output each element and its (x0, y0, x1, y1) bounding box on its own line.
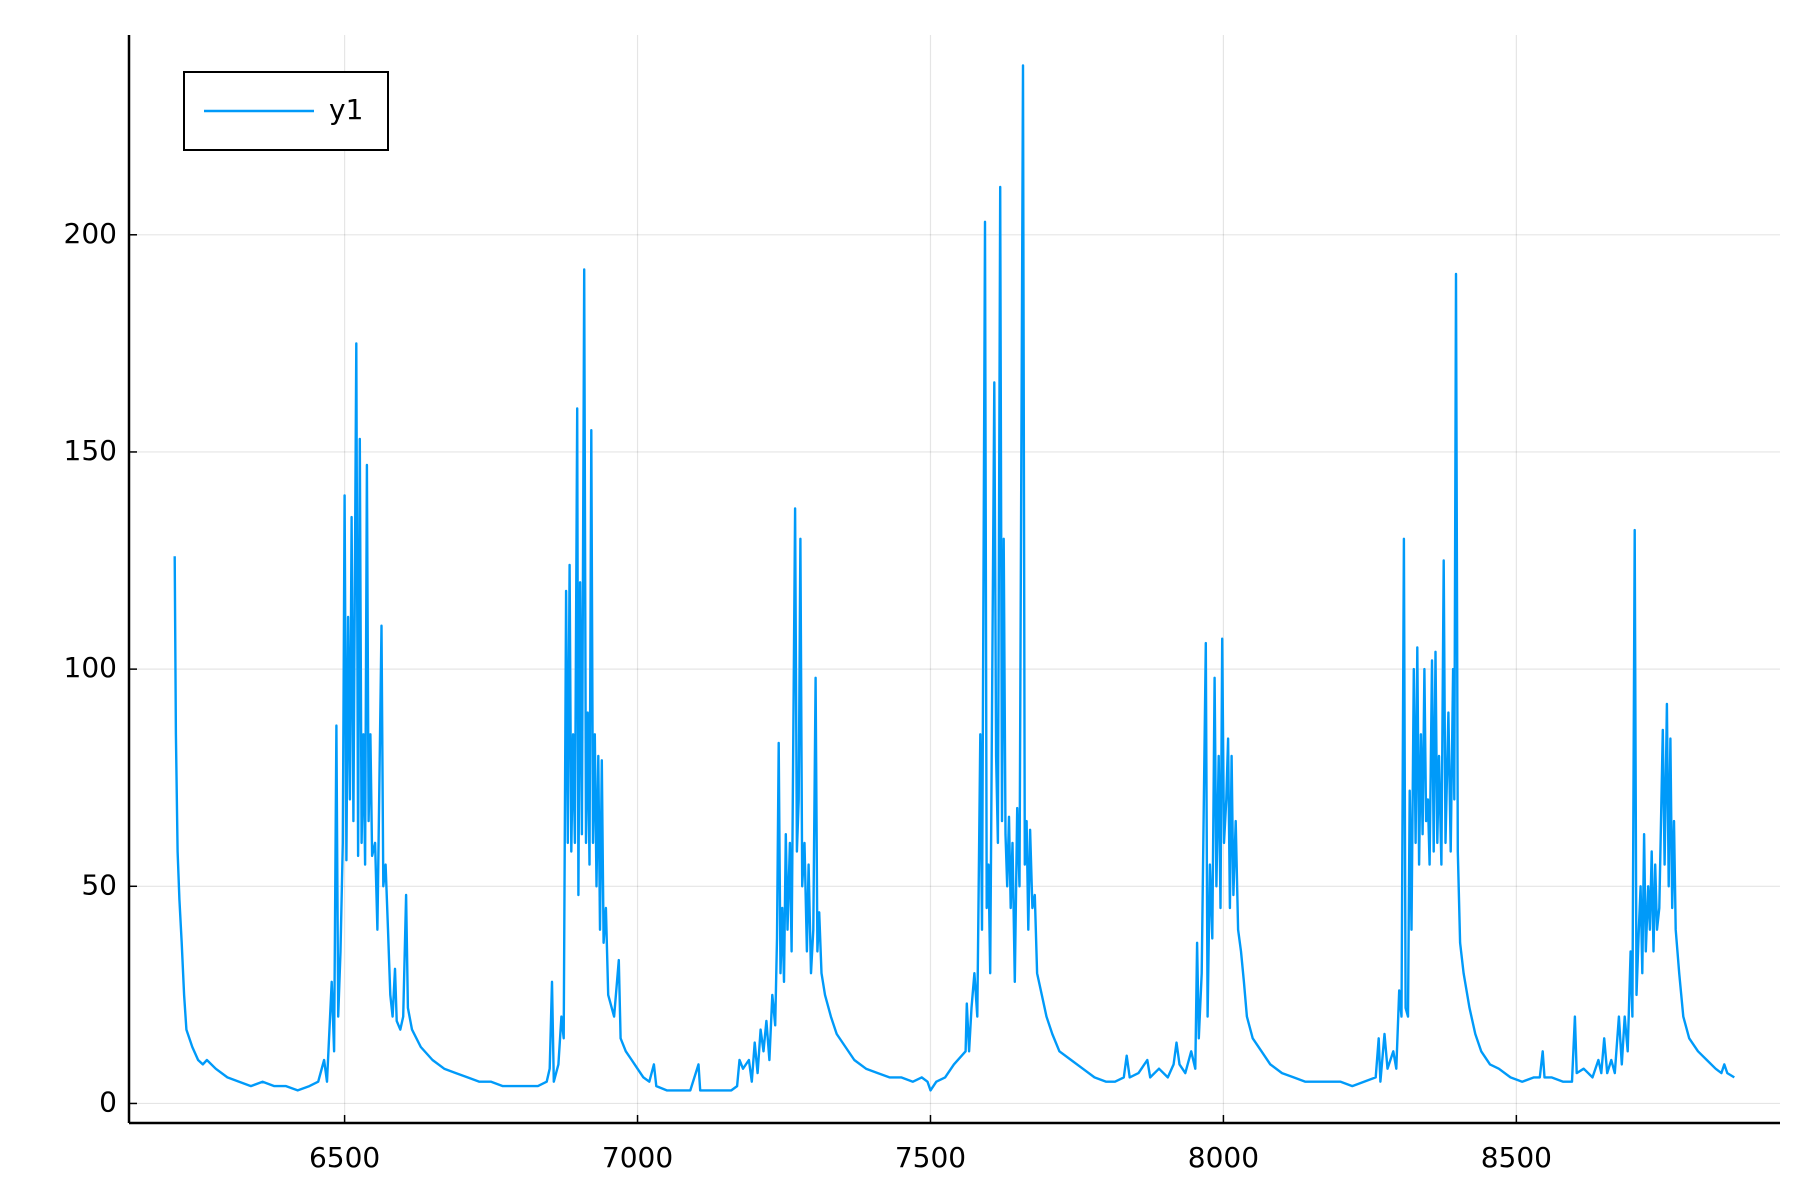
data-line (173, 64, 1735, 1092)
y-tick-label: 50 (81, 868, 117, 901)
y-tick-label: 200 (64, 217, 117, 250)
y-tick-label: 100 (64, 651, 117, 684)
x-tick-label: 6500 (309, 1141, 380, 1174)
x-tick-label: 7000 (602, 1141, 673, 1174)
y-tick-label: 150 (64, 434, 117, 467)
x-tick-label: 8500 (1481, 1141, 1552, 1174)
legend: y1 (183, 71, 389, 151)
x-tick-label: 8000 (1188, 1141, 1259, 1174)
y-tick-label: 0 (99, 1085, 117, 1118)
x-tick-label: 7500 (895, 1141, 966, 1174)
legend-label: y1 (329, 93, 363, 126)
